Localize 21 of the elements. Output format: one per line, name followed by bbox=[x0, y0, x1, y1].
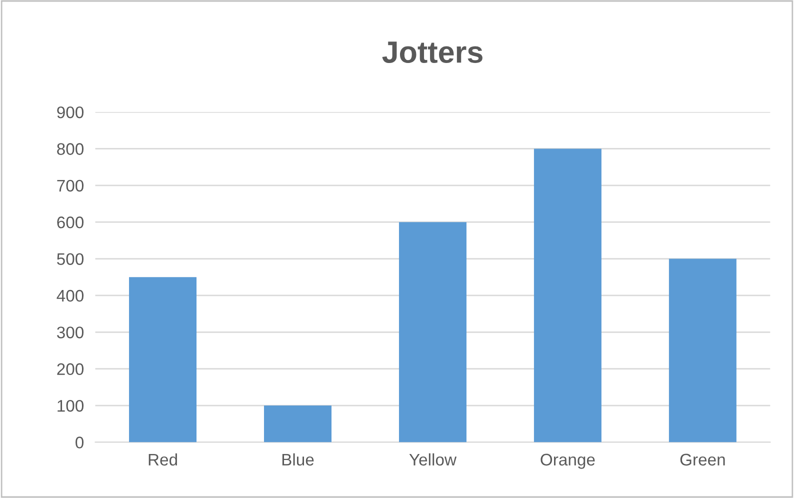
y-tick-label: 200 bbox=[57, 363, 84, 376]
bar bbox=[129, 277, 197, 442]
y-tick-label: 500 bbox=[57, 253, 84, 265]
y-tick-label: 900 bbox=[57, 106, 84, 118]
x-tick-label: Red bbox=[148, 453, 177, 466]
y-tick-label: 700 bbox=[57, 180, 84, 192]
y-tick-label: 400 bbox=[56, 290, 84, 302]
bar bbox=[398, 222, 466, 442]
bar bbox=[534, 148, 602, 442]
y-tick-label: 600 bbox=[57, 216, 84, 228]
x-tick-label: Yellow bbox=[409, 453, 457, 466]
x-tick-label: Blue bbox=[282, 453, 314, 466]
x-tick-label: Green bbox=[680, 454, 725, 466]
chart-title: Jotters bbox=[382, 42, 482, 63]
bar bbox=[668, 258, 736, 442]
y-tick-label: 800 bbox=[57, 143, 84, 155]
y-tick-label: 100 bbox=[58, 400, 84, 412]
y-tick-label: 0 bbox=[76, 436, 84, 448]
x-tick-label: Orange bbox=[540, 454, 595, 469]
y-tick-label: 300 bbox=[57, 326, 84, 338]
bar bbox=[264, 406, 332, 442]
